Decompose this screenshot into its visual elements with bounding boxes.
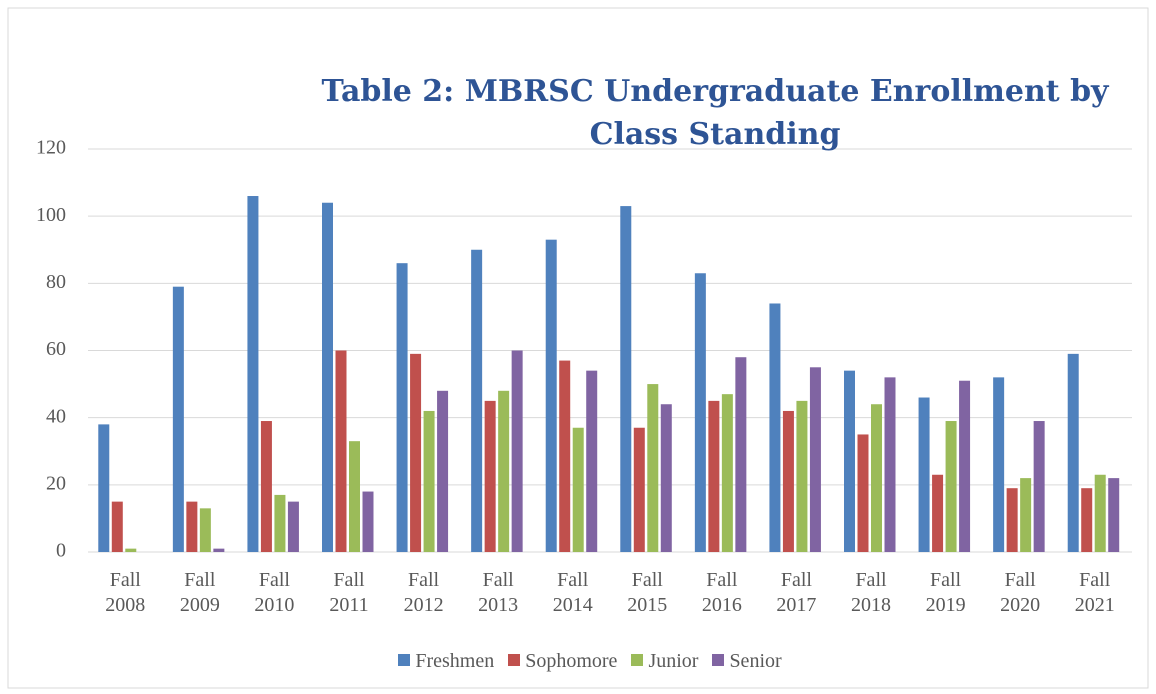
x-tick-label: Fall 2012: [403, 569, 444, 616]
x-tick-label: Fall 2016: [701, 569, 742, 616]
legend-item: Freshmen: [398, 650, 494, 673]
bar: [1108, 478, 1120, 552]
bar: [959, 380, 971, 552]
legend-swatch: [631, 654, 644, 666]
bar: [694, 273, 706, 552]
bar: [396, 263, 408, 552]
legend-label: Junior: [648, 650, 699, 672]
bar: [498, 390, 510, 552]
bar: [633, 427, 645, 552]
bar: [559, 360, 571, 552]
x-tick-label: Fall 2013: [478, 569, 519, 616]
legend-swatch: [712, 654, 725, 666]
y-tick-label: 60: [46, 338, 66, 360]
bar: [287, 501, 299, 552]
bar: [1006, 488, 1018, 552]
bar: [349, 441, 360, 552]
bar: [932, 474, 944, 552]
bar: [782, 410, 794, 552]
bar: [993, 377, 1005, 552]
bar: [1094, 474, 1106, 552]
bar: [98, 424, 110, 552]
bar: [335, 350, 347, 552]
bar: [857, 434, 869, 552]
bar: [484, 400, 496, 552]
bar: [620, 206, 632, 552]
x-tick-label: Fall 2020: [1000, 569, 1041, 616]
bar: [213, 548, 225, 552]
y-tick-label: 100: [36, 204, 66, 226]
legend-label: Sophomore: [525, 650, 618, 672]
bar: [884, 377, 896, 552]
bar: [572, 427, 584, 552]
bar: [918, 397, 930, 552]
legend-label: Senior: [729, 650, 782, 672]
bar: [647, 384, 659, 552]
bar: [844, 370, 855, 552]
legend-label: Freshmen: [415, 650, 495, 672]
bar: [1067, 353, 1079, 552]
bar: [362, 491, 374, 552]
bar: [871, 404, 882, 552]
bar: [721, 394, 733, 552]
y-tick-label: 40: [46, 405, 66, 427]
bar: [511, 350, 523, 552]
legend-swatch: [398, 654, 411, 666]
chart-frame: [7, 7, 1149, 689]
bar: [423, 410, 435, 552]
chart-title: Table 2: MBRSC Undergraduate Enrollment …: [321, 74, 1109, 152]
bar: [322, 202, 333, 552]
x-tick-label: Fall 2017: [776, 569, 817, 616]
bar: [111, 501, 123, 552]
x-tick-label: Fall 2018: [851, 569, 891, 616]
bar: [125, 548, 137, 552]
legend-item: Sophomore: [508, 650, 617, 673]
x-tick-label: Fall 2010: [254, 569, 295, 616]
y-tick-label: 20: [46, 472, 66, 494]
x-tick-label: Fall 2021: [1074, 569, 1115, 616]
bar: [545, 239, 557, 553]
bar: [945, 421, 957, 552]
bar: [1081, 488, 1093, 552]
bar: [247, 196, 259, 552]
x-tick-label: Fall 2014: [552, 569, 593, 616]
bar: [274, 494, 286, 552]
bar: [172, 286, 184, 552]
x-tick-label: Fall 2008: [105, 569, 146, 616]
y-tick-label: 120: [36, 137, 66, 159]
bar: [796, 400, 808, 552]
legend-swatch: [508, 654, 521, 666]
bar: [199, 508, 211, 552]
bar: [437, 390, 449, 552]
legend-item: Junior: [631, 650, 698, 673]
x-tick-label: Fall 2015: [627, 569, 668, 616]
bar: [708, 400, 720, 552]
bar: [1020, 478, 1032, 552]
bar: [735, 357, 747, 552]
x-tick-label: Fall 2009: [179, 569, 220, 616]
x-tick-label: Fall 2011: [329, 569, 369, 616]
bar: [260, 421, 272, 552]
bar: [471, 249, 483, 552]
y-tick-label: 80: [46, 271, 66, 293]
bar: [1033, 421, 1045, 552]
x-tick-label: Fall 2019: [925, 569, 966, 616]
legend: Freshmen Sophomore Junior Senior: [0, 650, 1156, 673]
y-tick-label: 0: [56, 540, 66, 562]
bar: [769, 303, 781, 552]
legend-item: Senior: [712, 650, 782, 673]
bar: [586, 370, 598, 552]
bar: [660, 404, 672, 552]
bar: [186, 501, 198, 552]
bar: [809, 367, 821, 552]
bar: [410, 353, 422, 552]
